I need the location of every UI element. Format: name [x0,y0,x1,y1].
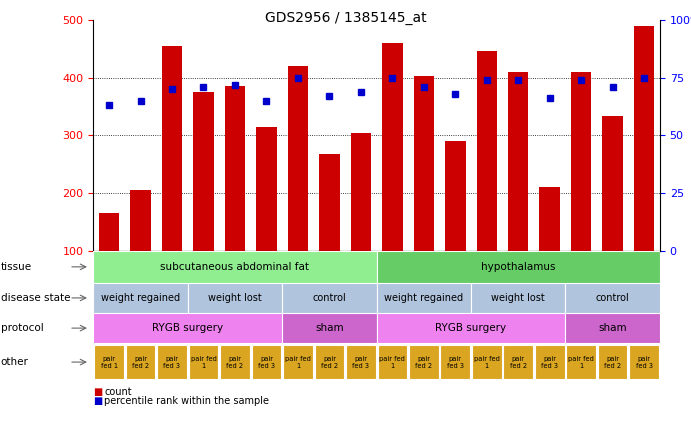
Bar [252,345,281,379]
Text: pair fed
1: pair fed 1 [474,356,500,369]
Text: pair
fed 3: pair fed 3 [164,356,180,369]
Text: pair
fed 2: pair fed 2 [227,356,243,369]
Bar [189,345,218,379]
Bar [471,283,565,313]
Bar [540,187,560,251]
Bar [93,283,188,313]
Bar [193,92,214,251]
Text: pair fed
1: pair fed 1 [568,356,594,369]
Text: GDS2956 / 1385145_at: GDS2956 / 1385145_at [265,11,426,25]
Bar [440,345,470,379]
Text: weight lost: weight lost [208,293,262,303]
Bar [99,214,120,251]
Bar [282,313,377,343]
Text: other: other [1,357,28,367]
Text: pair
fed 2: pair fed 2 [321,356,338,369]
Bar [409,345,439,379]
Text: protocol: protocol [1,323,44,333]
Text: sham: sham [315,323,343,333]
Text: pair
fed 1: pair fed 1 [100,356,117,369]
Text: pair
fed 2: pair fed 2 [415,356,433,369]
Bar [630,345,659,379]
Bar [157,345,187,379]
Text: ■: ■ [93,396,102,406]
Bar [377,283,471,313]
Bar [346,345,376,379]
Bar [283,345,313,379]
Text: percentile rank within the sample: percentile rank within the sample [104,396,269,406]
Text: tissue: tissue [1,262,32,272]
Text: weight lost: weight lost [491,293,545,303]
Text: subcutaneous abdominal fat: subcutaneous abdominal fat [160,262,310,272]
Text: weight regained: weight regained [384,293,464,303]
Text: pair
fed 2: pair fed 2 [510,356,527,369]
Text: sham: sham [598,323,627,333]
Text: disease state: disease state [1,293,70,303]
Text: pair
fed 3: pair fed 3 [541,356,558,369]
Bar [634,26,654,251]
Bar [472,345,502,379]
Bar [598,345,627,379]
Text: pair
fed 2: pair fed 2 [132,356,149,369]
Bar [93,251,377,283]
Bar [319,154,339,251]
Bar [350,133,371,251]
Bar [126,345,155,379]
Bar [445,141,466,251]
Text: pair
fed 3: pair fed 3 [258,356,275,369]
Bar [567,345,596,379]
Bar [94,345,124,379]
Bar [220,345,249,379]
Text: ■: ■ [93,387,102,397]
Bar [377,251,660,283]
Bar [571,72,591,251]
Bar [225,86,245,251]
Text: pair fed
1: pair fed 1 [285,356,311,369]
Text: hypothalamus: hypothalamus [481,262,556,272]
Bar [377,345,407,379]
Bar [256,127,276,251]
Bar [131,190,151,251]
Text: count: count [104,387,132,397]
Text: pair fed
1: pair fed 1 [191,356,216,369]
Bar [377,313,565,343]
Bar [414,76,434,251]
Bar [93,313,282,343]
Text: weight regained: weight regained [101,293,180,303]
Bar [382,43,403,251]
Text: pair
fed 2: pair fed 2 [604,356,621,369]
Bar [162,46,182,251]
Bar [565,283,660,313]
Bar [504,345,533,379]
Bar [477,51,497,251]
Text: RYGB surgery: RYGB surgery [152,323,223,333]
Text: pair fed
1: pair fed 1 [379,356,406,369]
Text: pair
fed 3: pair fed 3 [447,356,464,369]
Bar [603,116,623,251]
Bar [565,313,660,343]
Bar [287,66,308,251]
Bar [508,72,529,251]
Bar [314,345,344,379]
Text: control: control [596,293,630,303]
Text: control: control [312,293,346,303]
Text: RYGB surgery: RYGB surgery [435,323,507,333]
Text: pair
fed 3: pair fed 3 [352,356,370,369]
Text: pair
fed 3: pair fed 3 [636,356,653,369]
Bar [535,345,565,379]
Bar [188,283,282,313]
Bar [282,283,377,313]
